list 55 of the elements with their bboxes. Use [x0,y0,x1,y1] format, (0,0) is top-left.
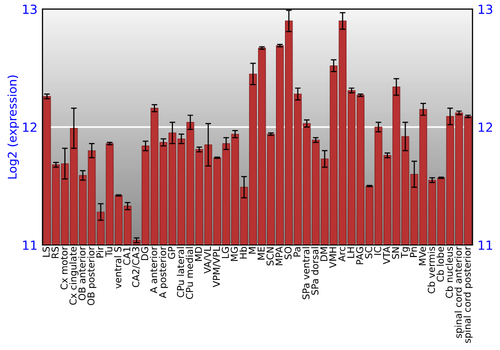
x-tick-label: SC [365,246,372,258]
x-tick-label: CA1 [123,247,130,265]
y2-tick-label: 12 [478,122,492,132]
x-tick-label: MPA [276,246,282,266]
x-tick-label: MD [194,246,202,261]
x-tick-label: Cb vermis [428,246,435,294]
x-tick-label: IC [374,246,382,255]
x-tick-label: SN [392,247,400,259]
x-tick-label: Tg [401,247,410,258]
x-tick-label: Pn [410,247,417,257]
x-tick-label: RS [52,246,59,258]
x-tick-label: GP [168,246,176,259]
y2-tick-label: 11 [478,240,492,250]
x-tick-label: DG [141,247,148,260]
y-tick-label: 12 [23,122,36,132]
x-tick-label: LH [347,247,354,258]
x-tick-label: VTA [383,246,390,264]
x-tick-label: Pir [96,246,104,258]
x-tick-label: Cx cingulate [69,246,78,305]
x-tick-label: M [248,247,256,254]
x-tick-label: spinal cord anterior [454,246,464,338]
x-tick-label: SPa dorsal [311,247,318,295]
x-tick-label: MVe [418,246,426,266]
x-tick-label: VPM/VPL [212,246,221,288]
x-tick-label: PAG [356,247,364,264]
x-tick-label: DM [320,247,328,261]
x-tick-label: OB posterior [87,246,96,306]
x-tick-label: CPu medial [186,247,194,300]
x-tick-label: Cb lobe [436,246,444,282]
x-tick-label: Pa [294,247,301,257]
x-tick-label: Arc [338,246,346,262]
x-tick-label: CA2/CA3 [132,247,140,288]
x-tick-label: LG [222,247,229,258]
x-tick-label: SO [284,246,292,260]
x-tick-label: OB anterior [78,246,86,300]
x-tick-label: LS [42,246,50,257]
y-tick-label: 13 [23,4,37,14]
y-axis-title: Log2 (expression) [8,75,19,179]
x-tick-label: ME [258,246,265,260]
x-tick-label: spinal cord posterior [463,246,473,343]
x-tick-label: VA/VL [204,246,212,274]
x-tick-label: Cb nucleus [446,246,453,298]
x-tick-label: ventral S [114,246,122,288]
x-tick-label: A anterior [150,246,158,294]
x-tick-label: A posterior [158,246,168,298]
x-tick-label: SCN [266,247,274,266]
x-tick-label: MG [230,247,238,261]
x-tick-label: CPu lateral [176,247,184,298]
y2-tick-label: 13 [478,4,492,14]
x-tick-label: Hb [239,246,247,259]
x-tick-label: Cx motor [60,246,68,290]
x-tick-label: Tu [105,247,112,257]
x-tick-label: VMH [329,247,336,268]
y-tick-label: 11 [23,240,36,250]
x-tick-label: SPa ventral [302,247,310,300]
